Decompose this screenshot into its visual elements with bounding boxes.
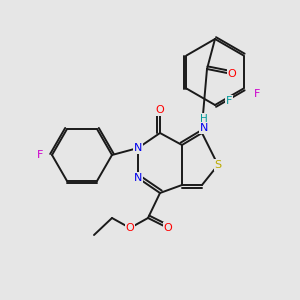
- Text: N: N: [134, 143, 142, 153]
- Text: S: S: [214, 160, 222, 170]
- Text: F: F: [254, 89, 260, 100]
- Text: O: O: [164, 223, 172, 233]
- Text: O: O: [126, 223, 134, 233]
- Text: O: O: [156, 105, 164, 115]
- Text: F: F: [226, 96, 232, 106]
- Text: F: F: [37, 150, 43, 160]
- Text: H: H: [200, 114, 208, 124]
- Text: O: O: [228, 69, 236, 79]
- Text: N: N: [200, 123, 208, 133]
- Text: N: N: [134, 173, 142, 183]
